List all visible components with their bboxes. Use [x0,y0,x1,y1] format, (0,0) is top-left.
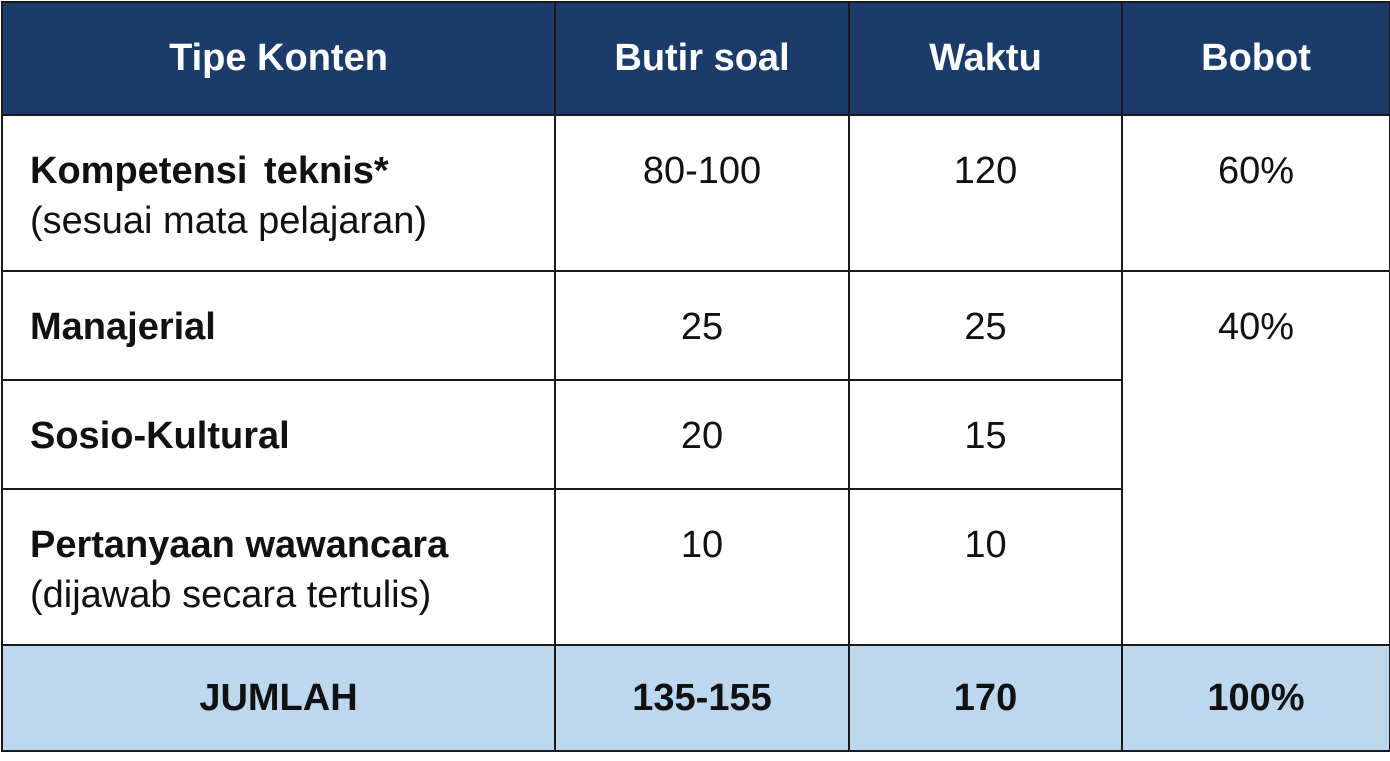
butir-soal-cell: 20 [554,379,850,490]
total-waktu: 170 [848,644,1123,752]
header-butir-soal: Butir soal [554,1,850,116]
table-row: Pertanyaan wawancara (dijawab secara ter… [1,488,1390,646]
total-butir-soal: 135-155 [554,644,850,752]
row-label-cell: Sosio-Kultural [1,379,556,490]
waktu-cell: 15 [848,379,1123,490]
header-waktu: Waktu [848,1,1123,116]
table-row: Sosio-Kultural 20 15 [1,379,1390,490]
total-label: JUMLAH [1,644,556,752]
table-row: Kompetensi teknis* (sesuai mata pelajara… [1,114,1390,272]
row-sublabel: (dijawab secara tertulis) [30,574,432,616]
waktu-cell: 120 [848,114,1123,272]
table-row: Manajerial 25 25 40% [1,270,1390,646]
total-row: JUMLAH 135-155 170 100% [1,644,1390,752]
row-label: Manajerial [30,306,216,348]
row-label-cell: Manajerial [1,270,556,381]
bobot-cell: 60% [1121,114,1390,272]
butir-soal-cell: 10 [554,488,850,646]
table-header-row: Tipe Konten Butir soal Waktu Bobot [1,1,1390,116]
row-label: Sosio-Kultural [30,415,290,457]
butir-soal-cell: 25 [554,270,850,381]
row-label: Kompetensi teknis* [30,150,389,192]
header-bobot: Bobot [1121,1,1390,116]
row-label: Pertanyaan wawancara [30,524,449,566]
row-label-cell: Pertanyaan wawancara (dijawab secara ter… [1,488,556,646]
row-sublabel: (sesuai mata pelajaran) [30,200,428,242]
waktu-cell: 25 [848,270,1123,381]
total-bobot: 100% [1121,644,1390,752]
header-tipe-konten: Tipe Konten [1,1,556,116]
bobot-cell-merged: 40% [1121,270,1390,646]
waktu-cell: 10 [848,488,1123,646]
row-label-cell: Kompetensi teknis* (sesuai mata pelajara… [1,114,556,272]
butir-soal-cell: 80-100 [554,114,850,272]
